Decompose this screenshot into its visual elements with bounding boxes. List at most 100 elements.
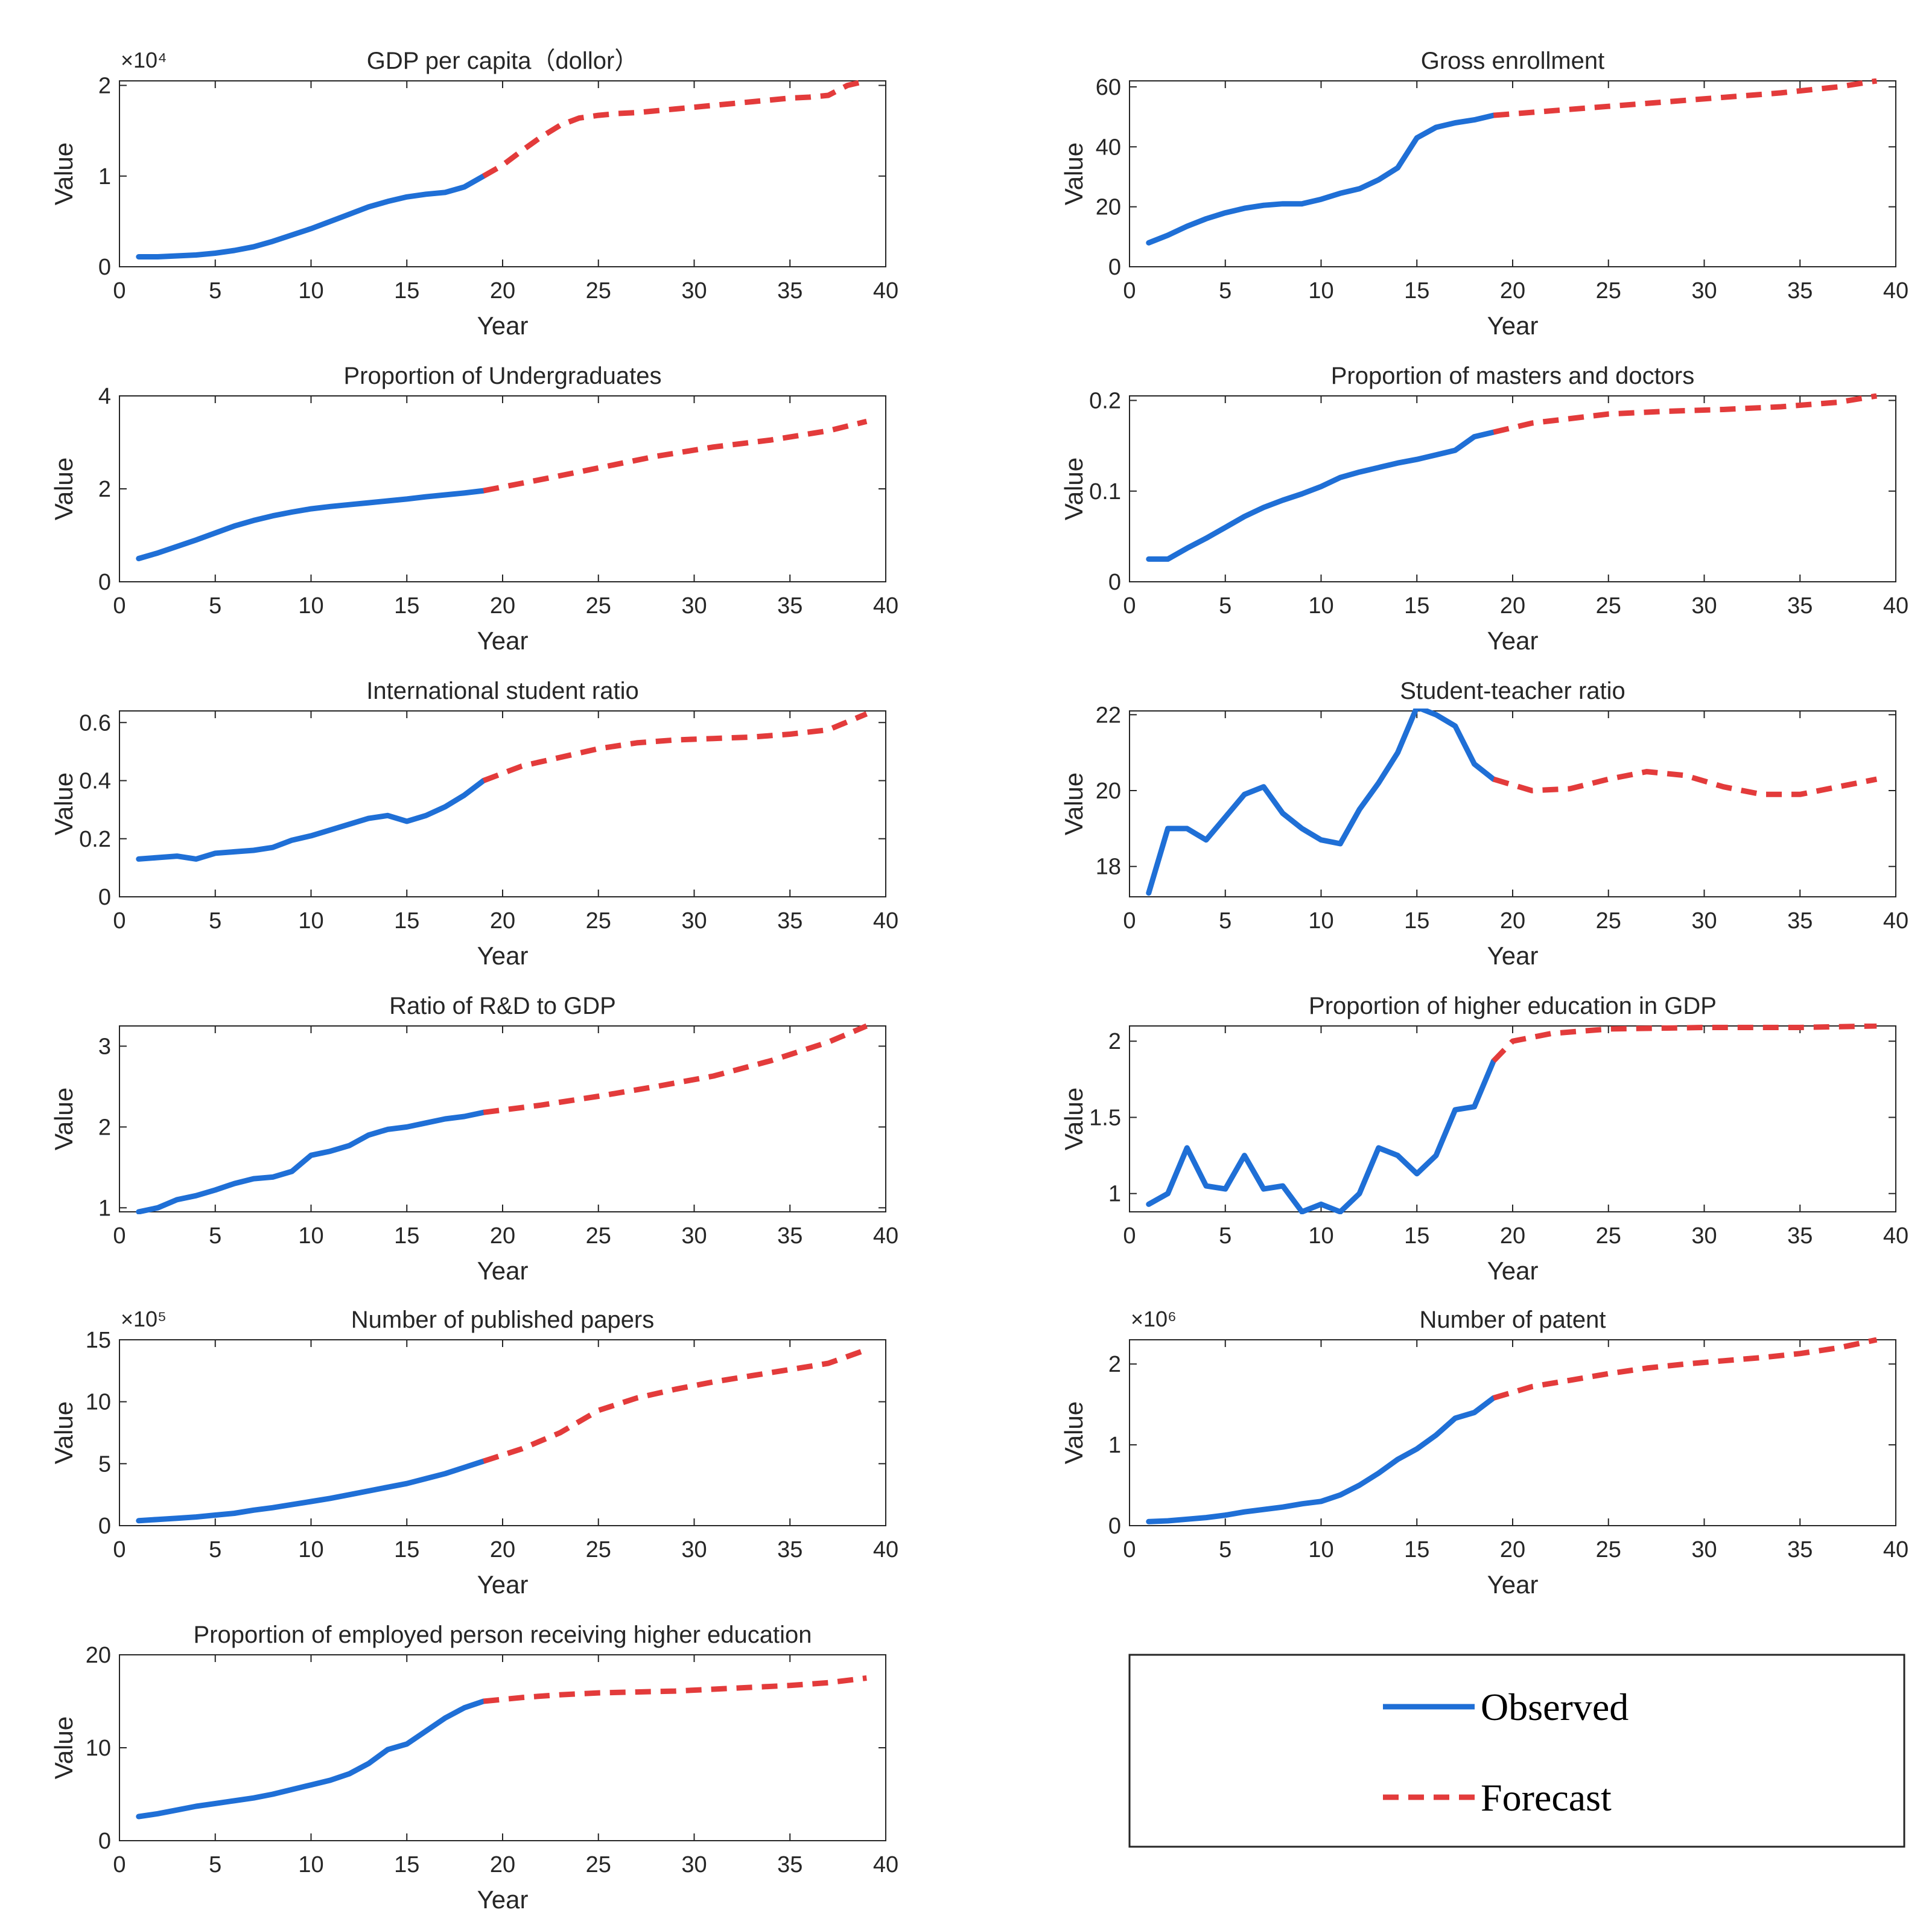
series-line-observed (1146, 709, 1496, 896)
x-tick-label: 20 (1500, 278, 1525, 304)
series-line-forecast (483, 418, 868, 494)
series-line-observed (1146, 1058, 1496, 1214)
y-tick-label: 0 (1108, 570, 1121, 595)
y-tick-label: 1 (1108, 1433, 1121, 1458)
subplot-gross-enrollment: 0 5 10 15 20 25 30 35 40 0 20 40 60 Gross enrollment Y… (1060, 48, 1908, 340)
x-tick-label: 30 (1691, 908, 1717, 934)
x-tick-label: 10 (298, 1537, 323, 1562)
axes-frame (1129, 710, 1896, 897)
y-axis-label: Value (1060, 1401, 1088, 1464)
x-tick-label: 30 (1691, 1537, 1717, 1562)
y-tick-label: 0.4 (79, 769, 111, 794)
x-tick-label: 0 (113, 908, 126, 934)
x-tick-label: 40 (873, 593, 898, 619)
subplot-proportion-of-masters-and-doctors: 0 5 10 15 20 25 30 35 40 0 0.1 0.2 Proportion of mas… (1060, 363, 1908, 655)
y-tick-label: 0.1 (1089, 479, 1121, 505)
x-tick-label: 15 (394, 1537, 419, 1562)
subplot-number-of-published-papers: 0 5 10 15 20 25 30 35 40 0 5 10 15 Number of publishe… (49, 1307, 898, 1599)
y-tick-label: 15 (86, 1328, 111, 1353)
x-tick-label: 20 (490, 593, 515, 619)
x-tick-label: 5 (1219, 1223, 1231, 1249)
x-axis-label: Year (1487, 626, 1539, 655)
y-tick-label: 0 (98, 1514, 111, 1539)
x-tick-label: 35 (777, 1223, 802, 1249)
x-tick-label: 25 (1596, 908, 1621, 934)
x-tick-label: 25 (1596, 1223, 1621, 1249)
x-tick-label: 35 (1787, 593, 1813, 619)
y-tick-label: 20 (1096, 195, 1121, 220)
series-line-observed (1146, 429, 1496, 562)
subplot-gdp-per-capita-dollor: 0 5 10 15 20 25 30 35 40 0 1 2 GDP per capita（dollor… (49, 48, 898, 340)
x-tick-label: 5 (209, 1537, 221, 1562)
y-tick-label: 5 (98, 1451, 111, 1477)
series-line-forecast (483, 1675, 867, 1704)
axes-frame (119, 710, 886, 897)
y-tick-label: 2 (98, 74, 111, 99)
exponent-label: ×10⁶ (1131, 1307, 1177, 1331)
y-tick-label: 2 (1108, 1029, 1121, 1054)
x-tick-label: 20 (490, 1852, 515, 1877)
chart-title: Number of patent (1419, 1307, 1606, 1333)
series-line-forecast (1493, 1337, 1878, 1401)
series-line-forecast (482, 78, 868, 179)
y-tick-label: 0.2 (79, 827, 111, 852)
y-axis-label: Value (1060, 1088, 1088, 1150)
series-line-forecast (1493, 78, 1877, 118)
x-tick-label: 25 (586, 278, 611, 304)
axes-frame (1129, 1339, 1896, 1526)
y-tick-label: 10 (86, 1390, 111, 1415)
axes-frame (1129, 80, 1896, 267)
axes-frame (119, 1339, 886, 1526)
x-tick-label: 30 (681, 1537, 707, 1562)
x-tick-label: 35 (777, 908, 802, 934)
y-axis-label: Value (49, 1088, 78, 1150)
x-tick-label: 15 (394, 1852, 419, 1877)
legend-box (1128, 1654, 1905, 1848)
series-line-forecast (1493, 769, 1878, 797)
x-tick-label: 15 (1404, 1223, 1429, 1249)
x-tick-label: 30 (681, 278, 707, 304)
x-tick-label: 20 (1500, 593, 1525, 619)
x-axis-label: Year (477, 941, 529, 970)
x-tick-label: 35 (1787, 1537, 1813, 1562)
chart-title: Proportion of higher education in GDP (1309, 993, 1717, 1019)
y-axis-label: Value (1060, 457, 1088, 520)
x-axis-label: Year (477, 626, 529, 655)
y-axis-label: Value (49, 1401, 78, 1464)
x-tick-label: 20 (490, 1223, 515, 1249)
series-line-forecast (483, 1024, 868, 1115)
chart-title: Student-teacher ratio (1400, 678, 1625, 704)
exponent-label: ×10⁵ (121, 1307, 167, 1331)
x-axis-label: Year (477, 1570, 529, 1599)
chart-title: GDP per capita（dollor） (367, 48, 639, 74)
y-tick-label: 3 (98, 1034, 111, 1059)
series-line-observed (136, 488, 486, 561)
x-tick-label: 40 (1883, 278, 1908, 304)
x-tick-label: 15 (394, 593, 419, 619)
x-axis-label: Year (1487, 1570, 1539, 1599)
legend-label-observed: Observed (1481, 1686, 1629, 1728)
y-tick-label: 1.5 (1089, 1105, 1121, 1130)
x-tick-label: 35 (1787, 278, 1813, 304)
x-tick-label: 0 (113, 278, 126, 304)
x-tick-label: 15 (1404, 278, 1429, 304)
x-tick-label: 25 (1596, 1537, 1621, 1562)
x-tick-label: 30 (681, 593, 707, 619)
x-tick-label: 0 (113, 593, 126, 619)
x-tick-label: 20 (490, 1537, 515, 1562)
x-tick-label: 40 (873, 1537, 898, 1562)
x-tick-label: 40 (1883, 1223, 1908, 1249)
x-tick-label: 30 (1691, 593, 1717, 619)
subplot-proportion-of-employed-person-receiving-higher-education: 0 5 10 15 20 25 30 35 40 0 10 20 Proportion of emplo… (49, 1622, 898, 1914)
x-tick-label: 35 (777, 1537, 802, 1562)
chart-title: International student ratio (366, 678, 638, 704)
x-tick-label: 35 (777, 1852, 802, 1877)
y-tick-label: 20 (1096, 779, 1121, 804)
x-tick-label: 10 (1308, 278, 1333, 304)
x-tick-label: 30 (681, 1852, 707, 1877)
chart-title: Number of published papers (351, 1307, 655, 1333)
y-tick-label: 4 (98, 384, 111, 409)
y-tick-label: 0 (1108, 255, 1121, 280)
chart-title: Proportion of masters and doctors (1331, 363, 1695, 389)
